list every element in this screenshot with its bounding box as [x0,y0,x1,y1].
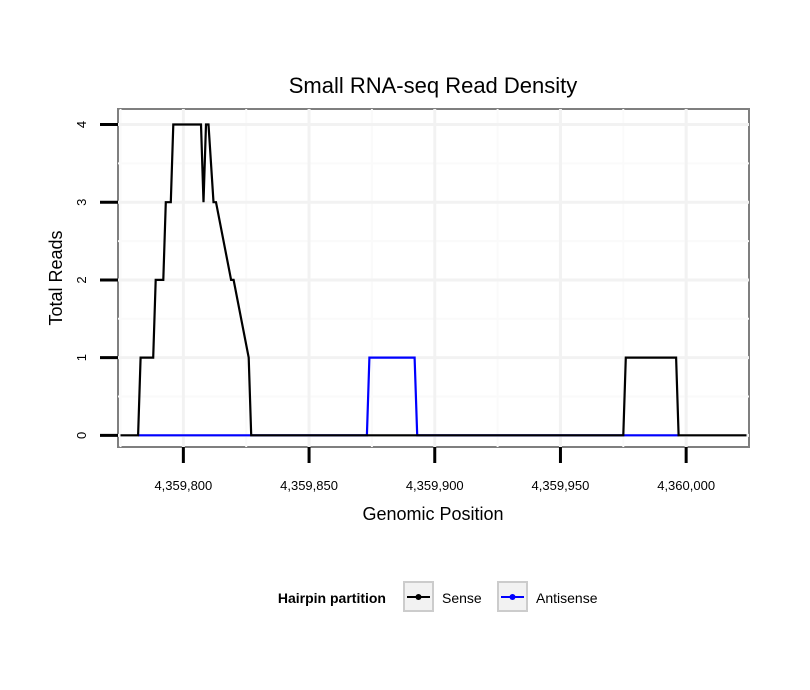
legend-label-antisense: Antisense [536,590,598,606]
legend-label-sense: Sense [442,590,482,606]
y-tick-label: 3 [74,199,89,206]
y-tick-label: 2 [74,276,89,283]
legend-item-sense: Sense [403,581,482,612]
chart-title: Small RNA-seq Read Density [289,73,578,98]
y-axis-label: Total Reads [46,230,66,325]
legend-point-antisense [509,594,516,600]
y-tick-label: 4 [74,121,89,128]
series-line-sense [120,123,747,437]
x-tick-label: 4,359,950 [532,478,590,493]
series-layer [120,123,747,437]
x-axis-label: Genomic Position [362,504,503,524]
x-tick-label: 4,359,900 [406,478,464,493]
y-tick-label: 1 [74,354,89,361]
legend: Hairpin partition Sense Antisense [278,581,598,612]
y-axis-ticks: 0 1 2 3 4 [74,121,118,439]
x-tick-label: 4,360,000 [657,478,715,493]
y-tick-label: 0 [74,432,89,439]
legend-title: Hairpin partition [278,590,386,606]
x-axis-ticks: 4,359,800 4,359,850 4,359,900 4,359,950 4,36… [154,447,715,493]
x-tick-label: 4,359,800 [154,478,212,493]
x-tick-label: 4,359,850 [280,478,338,493]
legend-point-sense [415,594,422,600]
legend-item-antisense: Antisense [497,581,598,612]
